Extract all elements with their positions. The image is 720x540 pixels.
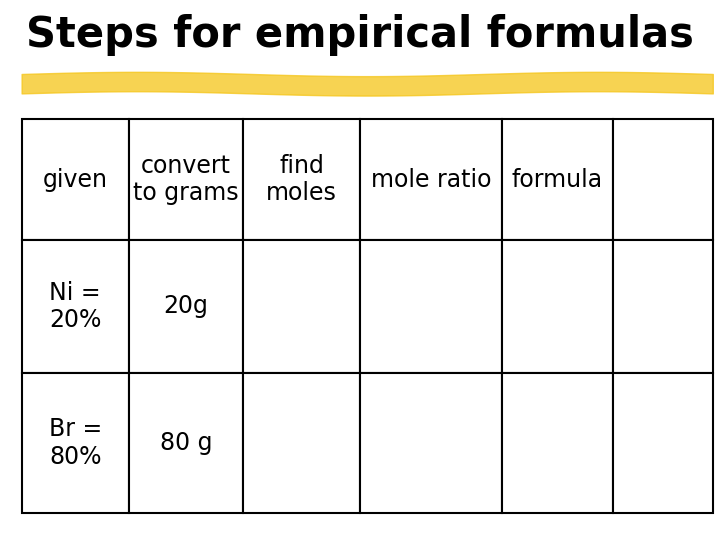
Bar	[360, 119, 502, 240]
Bar	[502, 240, 613, 373]
Bar	[129, 119, 243, 240]
Text: 20g: 20g	[163, 294, 208, 319]
Text: Steps for empirical formulas: Steps for empirical formulas	[26, 14, 694, 56]
Text: convert
to grams: convert to grams	[133, 154, 238, 205]
Bar	[613, 119, 713, 240]
Bar	[22, 373, 129, 513]
Text: formula: formula	[512, 167, 603, 192]
Text: Ni =
20%: Ni = 20%	[49, 281, 102, 332]
Bar	[613, 240, 713, 373]
Text: given: given	[42, 167, 108, 192]
Bar	[243, 119, 360, 240]
Text: 80 g: 80 g	[160, 431, 212, 455]
Text: find
moles: find moles	[266, 154, 337, 205]
Bar	[502, 119, 613, 240]
Bar	[129, 240, 243, 373]
Bar	[502, 373, 613, 513]
Bar	[360, 240, 502, 373]
Bar	[22, 240, 129, 373]
Bar	[613, 373, 713, 513]
Text: Br =
80%: Br = 80%	[48, 417, 102, 469]
Bar	[360, 373, 502, 513]
Bar	[243, 373, 360, 513]
Bar	[22, 119, 129, 240]
Bar	[243, 240, 360, 373]
Bar	[129, 373, 243, 513]
Text: mole ratio: mole ratio	[371, 167, 491, 192]
